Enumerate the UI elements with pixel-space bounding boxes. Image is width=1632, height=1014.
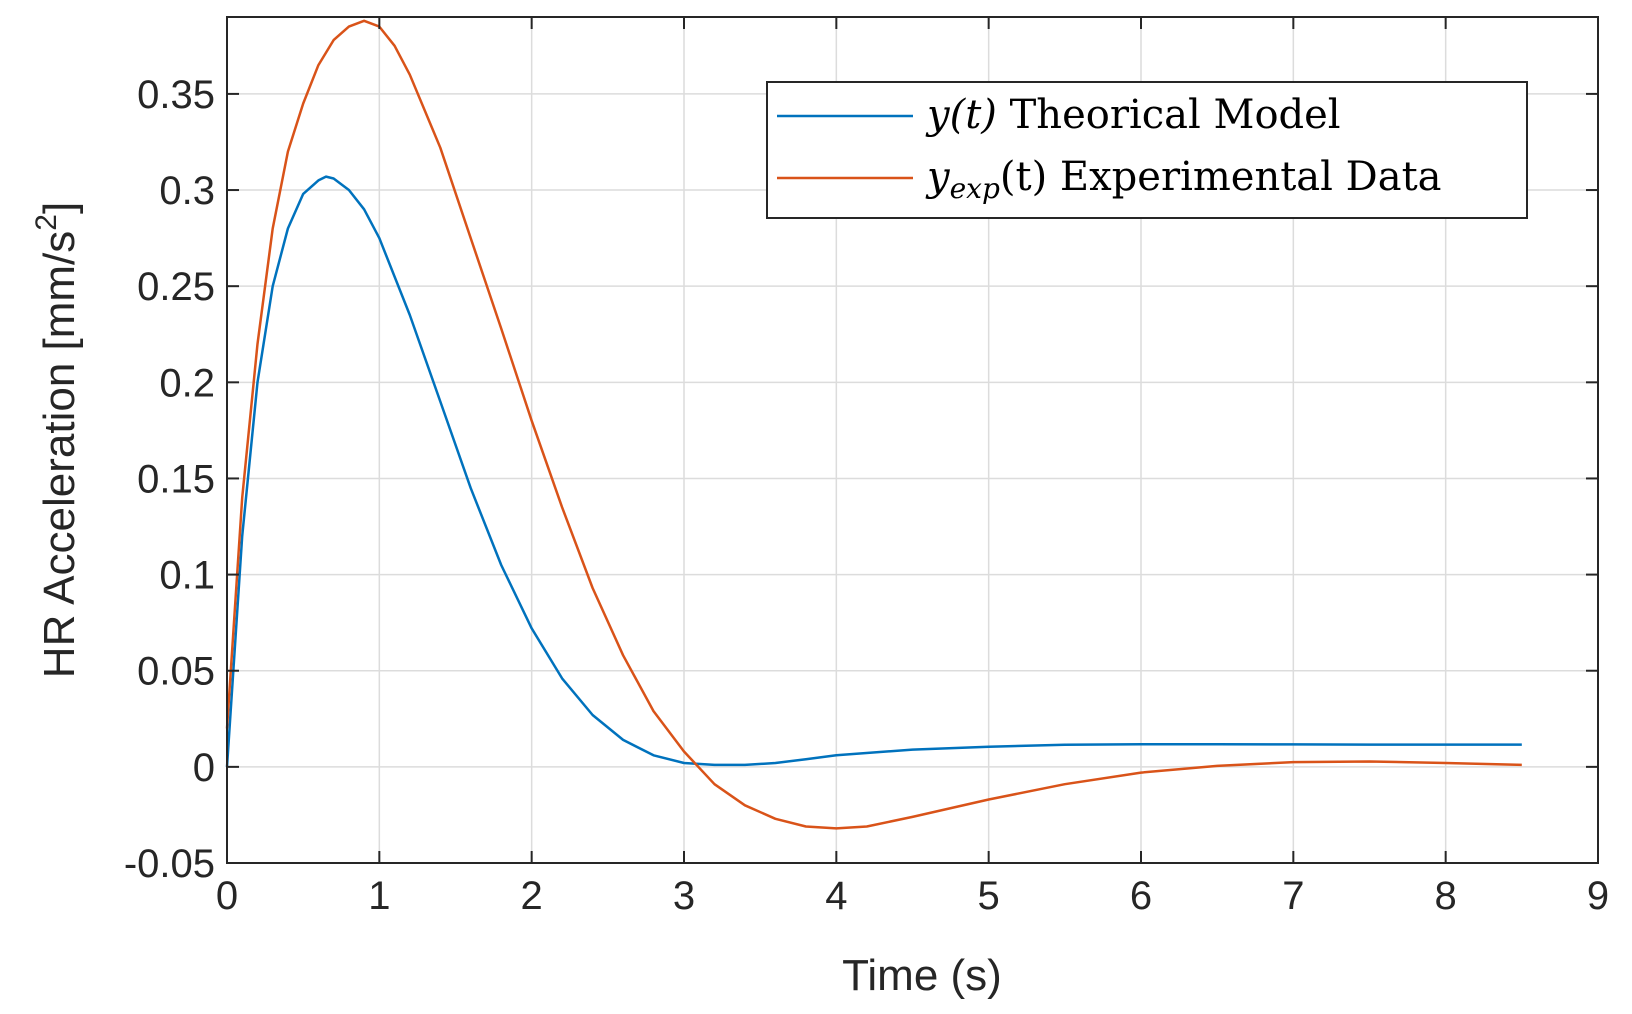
x-tick-label: 1 — [368, 874, 390, 918]
x-axis-label: Time (s) — [842, 951, 1002, 1000]
series-layer — [225, 19, 1522, 830]
x-tick-label: 0 — [216, 874, 238, 918]
y-tick-label: 0.25 — [137, 265, 215, 309]
legend-math-subscript: exp — [950, 172, 1000, 205]
series-line-theorical-model — [225, 175, 1522, 767]
legend: y(t) Theorical Model yexp(t) Experimenta… — [766, 81, 1528, 219]
y-tick-label: -0.05 — [124, 842, 215, 886]
x-tick-label: 7 — [1282, 874, 1304, 918]
y-tick-label: 0.3 — [159, 169, 215, 213]
x-tick-label: 2 — [521, 874, 543, 918]
x-tick-label: 6 — [1130, 874, 1152, 918]
legend-text: Theorical Model — [997, 92, 1341, 138]
legend-label-experimental-data: yexp(t) Experimental Data — [925, 154, 1442, 205]
y-axis-label-close: ] — [35, 202, 84, 214]
legend-math-y: y — [925, 92, 951, 138]
axes-box — [226, 16, 1599, 864]
x-tick-labels: 0 1 2 3 4 5 6 7 8 9 — [216, 874, 1609, 918]
y-tick-label: 0.1 — [159, 554, 215, 598]
y-axis-label-superscript: 2 — [30, 214, 63, 231]
y-tick-label: 0.35 — [137, 73, 215, 117]
legend-label-theorical-model: y(t) Theorical Model — [925, 92, 1341, 138]
y-tick-label: 0.2 — [159, 361, 215, 405]
tick-marks — [226, 17, 1599, 864]
y-axis-label-main: HR Acceleration [mm/s — [35, 231, 84, 678]
legend-text: Experimental Data — [1047, 154, 1441, 200]
legend-math-arg: (t) — [950, 92, 997, 138]
y-tick-label: 0.15 — [137, 457, 215, 501]
legend-box — [766, 81, 1528, 219]
y-axis-label: HR Acceleration [mm/s2] — [30, 202, 84, 678]
y-tick-label: 0 — [193, 746, 215, 790]
x-tick-label: 9 — [1587, 874, 1609, 918]
y-tick-label: 0.05 — [137, 650, 215, 694]
legend-math-arg: (t) — [1000, 154, 1047, 200]
x-tick-label: 8 — [1435, 874, 1457, 918]
x-tick-label: 3 — [673, 874, 695, 918]
x-tick-label: 5 — [978, 874, 1000, 918]
series-line-experimental-data — [225, 19, 1522, 830]
y-tick-labels: -0.05 0 0.05 0.1 0.15 0.2 0.25 0.3 0.35 — [124, 73, 215, 886]
legend-math-y: y — [925, 154, 951, 200]
x-tick-label: 4 — [825, 874, 847, 918]
